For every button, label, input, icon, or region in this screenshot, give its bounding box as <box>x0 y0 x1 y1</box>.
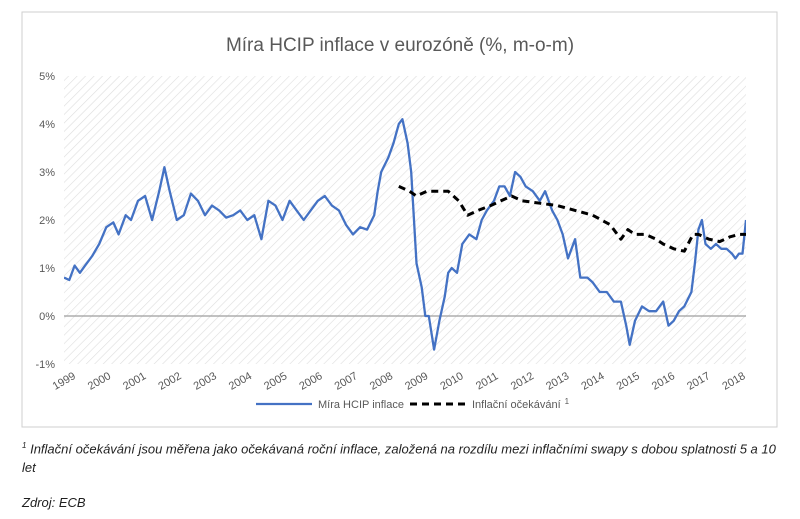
y-tick-label: 3% <box>39 167 55 179</box>
y-tick-label: 2% <box>39 215 55 227</box>
y-tick-label: 5% <box>39 71 55 83</box>
legend-item-hcip-text: Míra HCIP inflace <box>318 399 404 411</box>
source-note: Zdroj: ECB <box>22 495 86 510</box>
legend-item-hcip-label: Míra HCIP inflace <box>318 399 404 411</box>
footnote: 1 Inflační očekávání jsou měřena jako oč… <box>22 436 782 477</box>
legend: Míra HCIP inflace Inflační očekávání 1 <box>256 397 570 411</box>
chart-title: Míra HCIP inflace v eurozóně (%, m-o-m) <box>226 35 574 56</box>
footnote-text: Inflační očekávání jsou měřena jako oček… <box>22 441 776 476</box>
footnote-marker: 1 <box>22 441 27 450</box>
y-axis: 5% 4% 3% 2% 1% 0% -1% <box>35 71 55 371</box>
series-hcip-inflation-line <box>64 118 746 351</box>
plot-area <box>64 76 746 364</box>
y-tick-label: 0% <box>39 311 55 323</box>
hcip-inflation-chart: Míra HCIP inflace v eurozóně (%, m-o-m) … <box>21 11 778 428</box>
y-tick-label: 4% <box>39 119 55 131</box>
series-layer <box>64 118 746 351</box>
series-inflation-expectations-line <box>398 185 746 253</box>
legend-item-expectations-label: Inflační očekávání 1 <box>472 397 570 411</box>
legend-item-expectations-sup: 1 <box>565 397 570 406</box>
y-tick-label: -1% <box>35 359 55 371</box>
y-tick-label: 1% <box>39 263 55 275</box>
legend-item-expectations-text: Inflační očekávání <box>472 399 561 411</box>
chart-frame: Míra HCIP inflace v eurozóně (%, m-o-m) … <box>21 11 778 428</box>
